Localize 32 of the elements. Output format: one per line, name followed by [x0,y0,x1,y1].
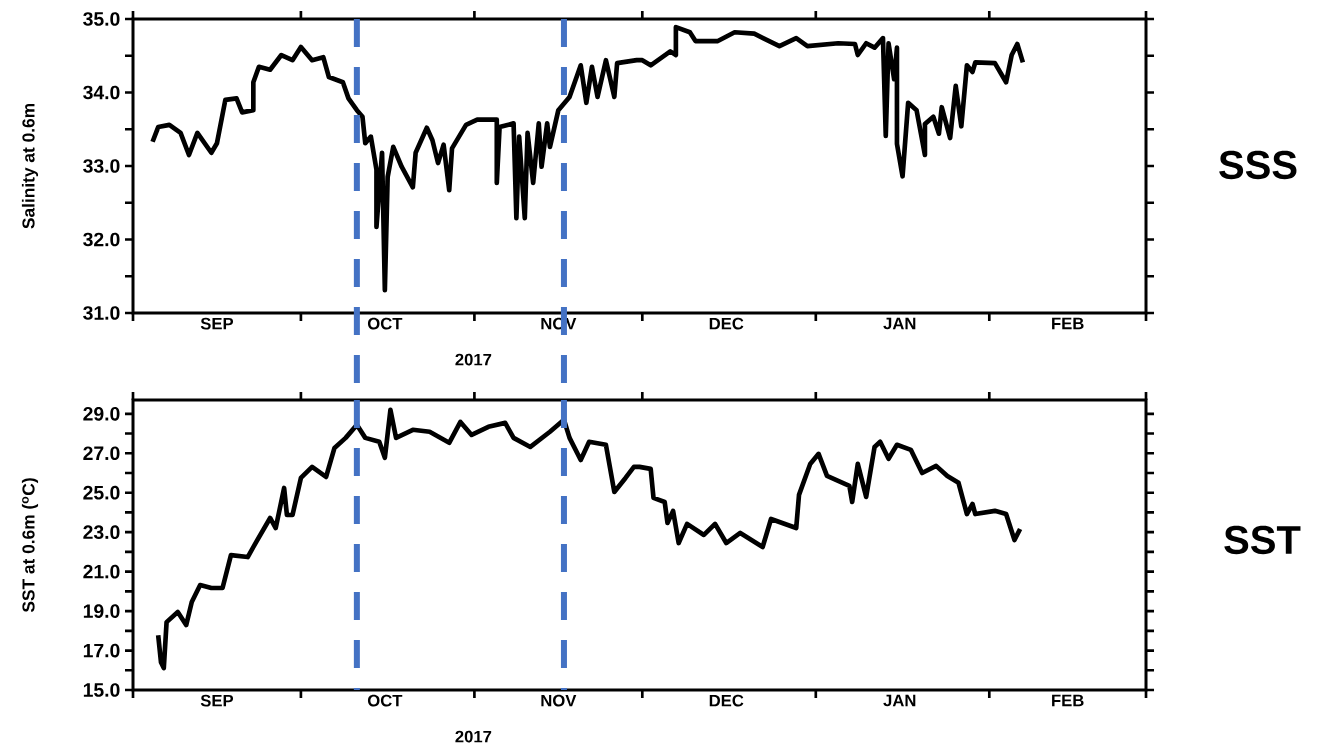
x-tick-label: DEC [709,317,744,330]
x-tick-label: FEB [1052,317,1084,330]
line-series [150,24,1026,293]
x-tick-label: NOV [541,694,577,707]
x-axis-title: 2017 [455,353,492,366]
y-tick-label: 32.0 [83,232,120,247]
x-tick-label: JAN [883,694,916,707]
y-tick-label: 17.0 [83,643,120,658]
y-axis-title: SST at 0.6m ($^{o}$C) [21,478,39,613]
y-tick-label: 19.0 [83,604,120,618]
x-axis-title: 2017 [455,730,492,743]
x-tick-label: OCT [367,317,403,330]
y-tick-label: 23.0 [83,525,120,540]
line-series [155,407,1023,671]
text: SST [1224,525,1301,555]
y-tick-label: 29.0 [83,406,120,421]
x-tick-label: SEP [200,694,234,707]
y-tick-label: 34.0 [83,85,120,100]
x-tick-label: SEP [200,317,234,330]
x-tick-label: DEC [709,694,744,707]
text: SSS [1219,150,1297,180]
y-tick-label: 15.0 [83,683,120,697]
y-tick-label: 35.0 [83,12,120,26]
x-tick-label: OCT [367,694,403,707]
y-tick-label: 31.0 [83,306,120,320]
y-tick-label: 33.0 [83,159,120,173]
y-tick-label: 27.0 [83,446,120,461]
x-tick-label: JAN [883,317,916,330]
x-tick-label: FEB [1052,694,1084,707]
y-axis-title: Salinity at 0.6m [21,103,39,229]
y-tick-label: 25.0 [83,485,120,500]
y-tick-label: 21.0 [83,564,120,579]
